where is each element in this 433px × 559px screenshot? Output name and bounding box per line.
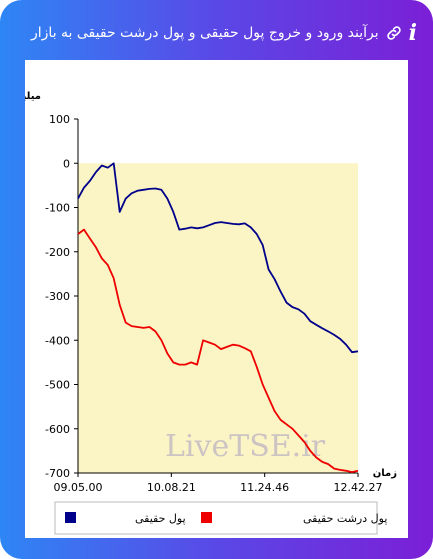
- x-tick-label: 11.24.46: [240, 481, 289, 494]
- line-chart: میلیارد تومان زمان LiveTSE.ir پول حقیقی …: [0, 91, 397, 535]
- x-axis-label: زمان: [373, 468, 397, 479]
- y-tick-label: -100: [45, 202, 70, 215]
- legend-label-big-real-money: پول درشت حقیقی: [303, 512, 387, 525]
- x-tick-label: 12.42.27: [334, 481, 383, 494]
- x-tick-label: 09.05.00: [54, 481, 103, 494]
- y-tick-label: -500: [45, 379, 70, 392]
- series-line-0: [77, 162, 359, 354]
- legend-box: [54, 501, 378, 535]
- series-line-1: [77, 228, 359, 474]
- legend-swatch-real-money: [65, 512, 76, 523]
- link-icon[interactable]: [385, 24, 403, 42]
- y-tick-label: -200: [45, 246, 70, 259]
- widget-header: i برآیند ورود و خروج پول حقیقی و پول درش…: [14, 10, 419, 56]
- y-tick-label: 100: [49, 113, 70, 126]
- widget-title: برآیند ورود و خروج پول حقیقی و پول درشت …: [31, 25, 379, 41]
- x-tick-label: 10.08.21: [147, 481, 196, 494]
- y-tick-label: -600: [45, 423, 70, 436]
- y-tick-label: -300: [45, 290, 70, 303]
- legend-swatch-big-real-money: [201, 512, 212, 523]
- y-tick-label: 0: [63, 157, 70, 170]
- y-tick-label: -700: [45, 467, 70, 480]
- chart-panel: میلیارد تومان زمان LiveTSE.ir پول حقیقی …: [0, 60, 408, 538]
- legend-label-real-money: پول حقیقی: [135, 512, 186, 525]
- watermark: LiveTSE.ir: [165, 429, 326, 464]
- info-icon[interactable]: i: [408, 20, 417, 46]
- y-axis-label: میلیارد تومان: [25, 91, 41, 102]
- y-tick-label: -400: [45, 334, 70, 347]
- legend: پول حقیقی پول درشت حقیقی: [54, 501, 387, 535]
